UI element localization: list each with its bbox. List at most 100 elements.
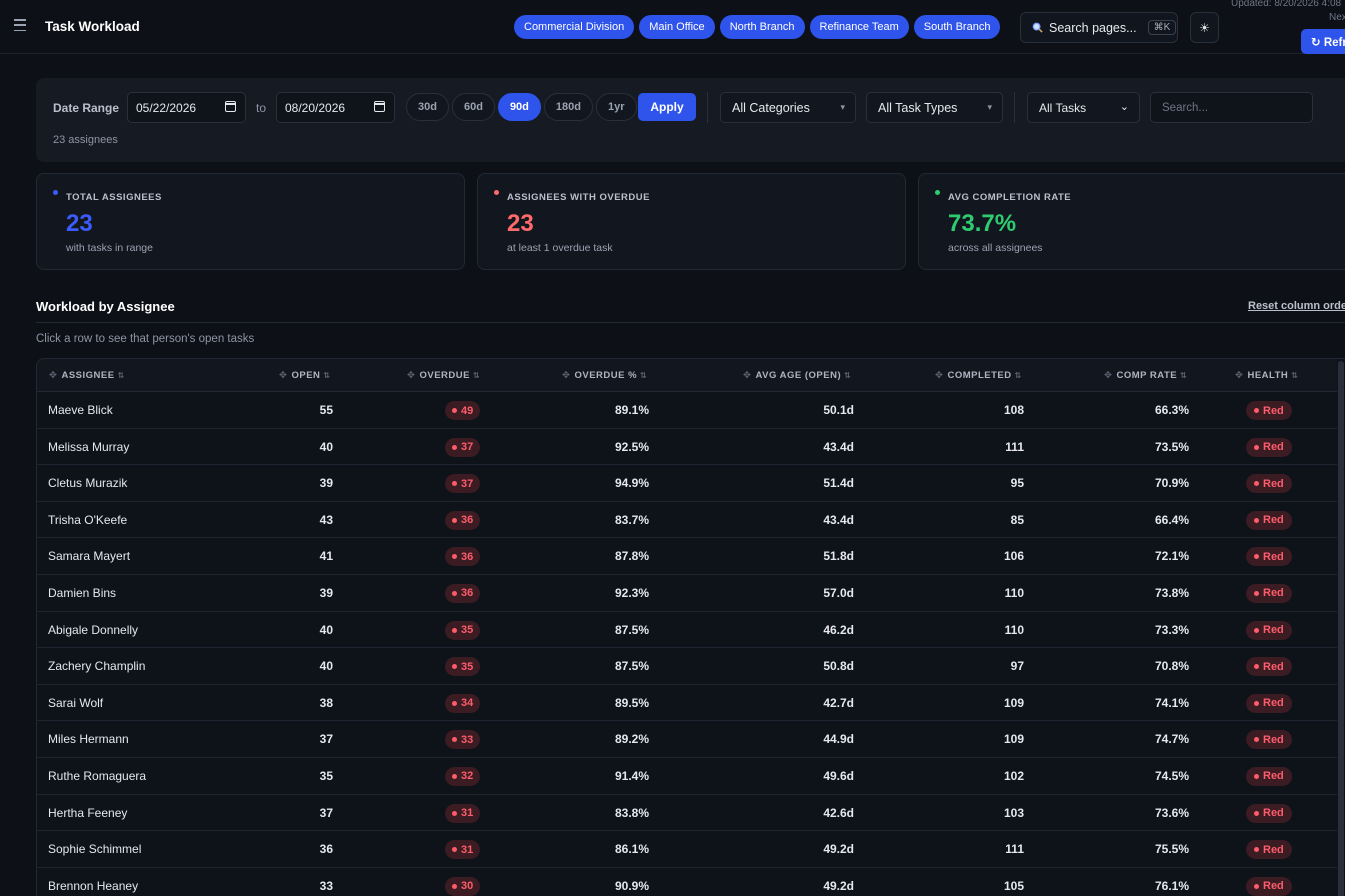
start-date-input[interactable]: 05/22/2026: [127, 92, 246, 123]
category-select[interactable]: All Categories ▾: [720, 92, 856, 123]
status-dot: [1254, 700, 1259, 706]
refresh-button[interactable]: ↻ Refr: [1301, 29, 1345, 54]
avg-age: 43.4d: [823, 512, 854, 527]
sort-icon[interactable]: ⇅: [844, 371, 852, 380]
drag-handle-icon[interactable]: ✥: [935, 370, 944, 381]
range-180d-button[interactable]: 180d: [543, 93, 593, 121]
table-row[interactable]: Brennon Heaney 33 30 90.9% 49.2d 105 76.1% Red: [37, 868, 1337, 896]
range-60d-button[interactable]: 60d: [451, 93, 495, 121]
open-count: 43: [319, 512, 333, 527]
status-dot: [1254, 627, 1259, 633]
end-date-value: 08/20/2026: [285, 100, 346, 115]
sort-icon[interactable]: ⇅: [117, 371, 125, 380]
health-label: Red: [1263, 404, 1284, 417]
sort-icon[interactable]: ⇅: [1014, 371, 1022, 380]
column-header-overdue-pct[interactable]: ✥ OVERDUE % ⇅: [562, 370, 647, 381]
drag-handle-icon[interactable]: ✥: [743, 370, 752, 381]
range-90d-button[interactable]: 90d: [497, 93, 541, 121]
status-dot: [1254, 883, 1259, 889]
theme-toggle-button[interactable]: ☀: [1190, 12, 1219, 43]
column-header-overdue[interactable]: ✥ OVERDUE ⇅: [407, 370, 480, 381]
branch-pill[interactable]: Commercial Division: [514, 15, 635, 39]
sort-icon[interactable]: ⇅: [472, 371, 481, 380]
apply-button[interactable]: Apply: [638, 93, 696, 121]
drag-handle-icon[interactable]: ✥: [562, 370, 571, 381]
branch-pill[interactable]: South Branch: [913, 15, 1001, 39]
sort-icon[interactable]: ⇅: [323, 371, 331, 380]
table-row[interactable]: Hertha Feeney 37 31 83.8% 42.6d 103 73.6% Red: [37, 795, 1337, 832]
completion-rate: 76.1%: [1154, 878, 1189, 893]
avg-age: 50.8d: [823, 659, 854, 674]
open-count: 37: [319, 732, 333, 747]
scrollbar-thumb[interactable]: [1338, 361, 1344, 896]
top-bar: Task Workload Commercial Division Main O…: [0, 0, 1345, 54]
search-pages-button[interactable]: Search pages... ⌘K: [1020, 12, 1178, 43]
divider: [36, 322, 1345, 323]
completion-rate: 73.6%: [1154, 805, 1189, 820]
task-type-select[interactable]: All Task Types ▾: [866, 92, 1003, 123]
column-header-health[interactable]: ✥ HEALTH ⇅: [1235, 370, 1299, 381]
health-badge: Red: [1246, 401, 1292, 420]
overdue-badge: 36: [445, 583, 481, 603]
overdue-badge: 35: [445, 657, 481, 677]
calendar-icon[interactable]: [374, 101, 385, 112]
overdue-percent: 86.1%: [614, 842, 649, 857]
drag-handle-icon[interactable]: ✥: [279, 370, 288, 381]
sort-icon[interactable]: ⇅: [640, 371, 648, 380]
column-header-open[interactable]: ✥ OPEN ⇅: [279, 370, 331, 381]
table-row[interactable]: Damien Bins 39 36 92.3% 57.0d 110 73.8% Red: [37, 575, 1337, 612]
column-header-completed[interactable]: ✥ COMPLETED ⇅: [935, 370, 1022, 381]
avg-age: 44.9d: [823, 732, 854, 747]
table-row[interactable]: Samara Mayert 41 36 87.8% 51.8d 106 72.1% Red: [37, 538, 1337, 575]
end-date-input[interactable]: 08/20/2026: [276, 92, 395, 123]
range-1yr-button[interactable]: 1yr: [595, 93, 637, 121]
column-header-avg-age[interactable]: ✥ AVG AGE (OPEN) ⇅: [743, 370, 851, 381]
sort-icon[interactable]: ⇅: [1180, 371, 1188, 380]
overdue-percent: 87.5%: [614, 659, 649, 674]
table-row[interactable]: Sophie Schimmel 36 31 86.1% 49.2d 111 75.5% Red: [37, 831, 1337, 868]
branch-pill[interactable]: Refinance Team: [809, 15, 909, 39]
status-dot: [452, 481, 457, 487]
table-row[interactable]: Abigale Donnelly 40 35 87.5% 46.2d 110 73.3% Re…: [37, 612, 1337, 649]
table-row[interactable]: Trisha O'Keefe 43 36 83.7% 43.4d 85 66.4% Red: [37, 502, 1337, 539]
avg-age: 43.4d: [823, 439, 854, 454]
branch-pill[interactable]: North Branch: [719, 15, 805, 39]
drag-handle-icon[interactable]: ✥: [1104, 370, 1113, 381]
scrollbar[interactable]: [1337, 359, 1345, 896]
completed-count: 102: [1003, 768, 1024, 783]
assignee-name: Melissa Murray: [48, 439, 130, 454]
status-dot: [53, 190, 58, 195]
sort-icon[interactable]: ⇅: [1291, 371, 1299, 380]
column-header-assignee[interactable]: ✥ ASSIGNEE ⇅: [49, 370, 125, 381]
avg-age: 42.6d: [823, 805, 854, 820]
card-value: 23: [66, 210, 93, 237]
completion-rate: 74.5%: [1154, 768, 1189, 783]
drag-handle-icon[interactable]: ✥: [407, 370, 416, 381]
health-badge: Red: [1246, 583, 1292, 603]
overdue-count: 37: [461, 477, 474, 490]
table-row[interactable]: Cletus Murazik 39 37 94.9% 51.4d 95 70.9% Red: [37, 465, 1337, 502]
drag-handle-icon[interactable]: ✥: [1235, 370, 1244, 381]
table-row[interactable]: Sarai Wolf 38 34 89.5% 42.7d 109 74.1% Red: [37, 685, 1337, 722]
reset-column-order-link[interactable]: Reset column order: [1248, 300, 1345, 312]
column-label: HEALTH: [1247, 370, 1289, 381]
menu-icon[interactable]: [14, 19, 26, 31]
table-row[interactable]: Miles Hermann 37 33 89.2% 44.9d 109 74.7% Red: [37, 721, 1337, 758]
drag-handle-icon[interactable]: ✥: [49, 370, 58, 381]
health-badge: Red: [1246, 474, 1292, 494]
table-row[interactable]: Ruthe Romaguera 35 32 91.4% 49.6d 102 74.5% Red: [37, 758, 1337, 795]
table-row[interactable]: Melissa Murray 40 37 92.5% 43.4d 111 73.5% Red: [37, 429, 1337, 466]
task-type-select-value: All Task Types: [878, 100, 958, 115]
range-30d-button[interactable]: 30d: [406, 93, 449, 121]
column-header-comp-rate[interactable]: ✥ COMP RATE ⇅: [1104, 370, 1187, 381]
calendar-icon[interactable]: [225, 101, 236, 112]
table-row[interactable]: Zachery Champlin 40 35 87.5% 50.8d 97 70.8% Red: [37, 648, 1337, 685]
branch-pill[interactable]: Main Office: [639, 15, 715, 39]
status-dot: [935, 190, 940, 195]
assignee-name: Trisha O'Keefe: [48, 512, 128, 527]
task-filter-select[interactable]: All Tasks ⌄: [1027, 92, 1140, 123]
search-input[interactable]: Search...: [1150, 92, 1313, 123]
overdue-badge: 37: [445, 474, 481, 494]
overdue-percent: 83.8%: [614, 805, 649, 820]
table-row[interactable]: Maeve Blick 55 49 89.1% 50.1d 108 66.3% Red: [37, 392, 1337, 429]
